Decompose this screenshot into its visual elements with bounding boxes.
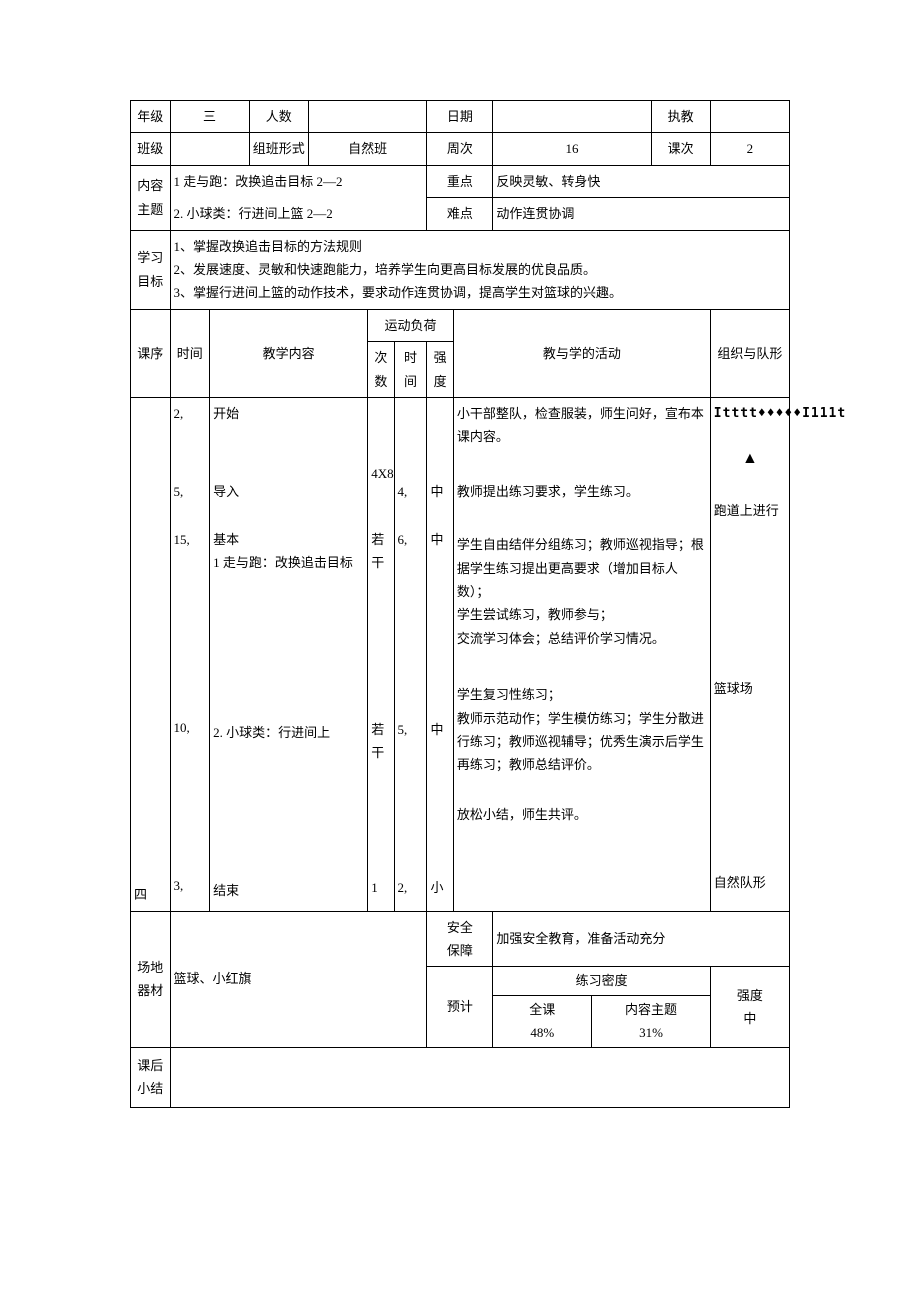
keypoint-label: 重点 — [427, 165, 493, 197]
formation-symbols: Ιtttt♦♦♦♦♦Ι111t — [714, 402, 786, 425]
goals-label: 学习 目标 — [131, 230, 171, 309]
safety-label: 安全 保障 — [427, 911, 493, 967]
venue-value: 篮球、小红旗 — [170, 911, 427, 1047]
lesson-plan-table: 年级 三 人数 日期 执教 班级 组班形式 自然班 周次 16 课次 2 内容 … — [130, 100, 790, 1108]
col-duration: 时间 — [394, 342, 427, 398]
triangle-icon: ▲ — [714, 445, 786, 474]
summary-value — [170, 1047, 789, 1107]
full-density: 全课 48% — [493, 995, 592, 1047]
col-formation: 组织与队形 — [710, 309, 789, 397]
col-seq: 课序 — [131, 309, 171, 397]
teacher-value — [710, 101, 789, 133]
col-load: 运动负荷 — [368, 309, 454, 341]
subject-line2: 2. 小球类：行进间上篮 2—2 — [170, 198, 427, 230]
body-row: 四 2, 5, 15, 10, 3, 开始 导入 基本 1 走与跑：改换追击目标… — [131, 397, 790, 911]
col-intensity: 强度 — [427, 342, 453, 398]
header-row-1: 年级 三 人数 日期 执教 — [131, 101, 790, 133]
class-value — [170, 133, 249, 165]
date-label: 日期 — [427, 101, 493, 133]
grade-value: 三 — [170, 101, 249, 133]
subject-row-2: 2. 小球类：行进间上篮 2—2 难点 动作连贯协调 — [131, 198, 790, 230]
predict-label: 预计 — [427, 967, 493, 1047]
week-value: 16 — [493, 133, 651, 165]
goal-2: 2、发展速度、灵敏和快速跑能力，培养学生向更高目标发展的优良品质。 — [174, 258, 786, 281]
keypoint-value: 反映灵敏、转身快 — [493, 165, 790, 197]
body-content: 开始 导入 基本 1 走与跑：改换追击目标 2. 小球类：行进间上 结束 — [210, 397, 368, 911]
class-label: 班级 — [131, 133, 171, 165]
col-activity: 教与学的活动 — [453, 309, 710, 397]
body-formation: Ιtttt♦♦♦♦♦Ι111t ▲ 跑道上进行 篮球场 自然队形 — [710, 397, 789, 911]
col-time: 时间 — [170, 309, 210, 397]
goals-text: 1、掌握改换追击目标的方法规则 2、发展速度、灵敏和快速跑能力，培养学生向更高目… — [170, 230, 789, 309]
difficulty-label: 难点 — [427, 198, 493, 230]
summary-row: 课后 小结 — [131, 1047, 790, 1107]
goal-1: 1、掌握改换追击目标的方法规则 — [174, 235, 786, 258]
safety-value: 加强安全教育，准备活动充分 — [493, 911, 790, 967]
density-label: 练习密度 — [493, 967, 710, 995]
body-duration: 4, 6, 5, 2, — [394, 397, 427, 911]
class-form-label: 组班形式 — [249, 133, 308, 165]
difficulty-value: 动作连贯协调 — [493, 198, 790, 230]
subject-line1: 1 走与跑：改换追击目标 2—2 — [170, 165, 427, 197]
subject-row-1: 内容 主题 1 走与跑：改换追击目标 2—2 重点 反映灵敏、转身快 — [131, 165, 790, 197]
goal-3: 3、掌握行进间上篮的动作技术，要求动作连贯协调，提高学生对篮球的兴趣。 — [174, 281, 786, 304]
columns-header-1: 课序 时间 教学内容 运动负荷 教与学的活动 组织与队形 — [131, 309, 790, 341]
body-seq: 四 — [131, 397, 171, 911]
body-time: 2, 5, 15, 10, 3, — [170, 397, 210, 911]
date-value — [493, 101, 651, 133]
summary-label: 课后 小结 — [131, 1047, 171, 1107]
body-count: 4X8 若干 若干 1 — [368, 397, 394, 911]
body-intensity: 中 中 中 小 — [427, 397, 453, 911]
header-row-2: 班级 组班形式 自然班 周次 16 课次 2 — [131, 133, 790, 165]
intensity-label: 强度 中 — [710, 967, 789, 1047]
venue-safety-row: 场地 器材 篮球、小红旗 安全 保障 加强安全教育，准备活动充分 — [131, 911, 790, 967]
class-form-value: 自然班 — [308, 133, 427, 165]
week-label: 周次 — [427, 133, 493, 165]
count-label: 人数 — [249, 101, 308, 133]
grade-label: 年级 — [131, 101, 171, 133]
lesson-value: 2 — [710, 133, 789, 165]
col-count: 次数 — [368, 342, 394, 398]
lesson-label: 课次 — [651, 133, 710, 165]
body-activity: 小干部整队，检查服装，师生问好，宣布本课内容。 教师提出练习要求，学生练习。 学… — [453, 397, 710, 911]
col-content: 教学内容 — [210, 309, 368, 397]
goals-row: 学习 目标 1、掌握改换追击目标的方法规则 2、发展速度、灵敏和快速跑能力，培养… — [131, 230, 790, 309]
teacher-label: 执教 — [651, 101, 710, 133]
subject-density: 内容主题 31% — [592, 995, 711, 1047]
venue-label: 场地 器材 — [131, 911, 171, 1047]
subject-label: 内容 主题 — [131, 165, 171, 230]
count-value — [308, 101, 427, 133]
